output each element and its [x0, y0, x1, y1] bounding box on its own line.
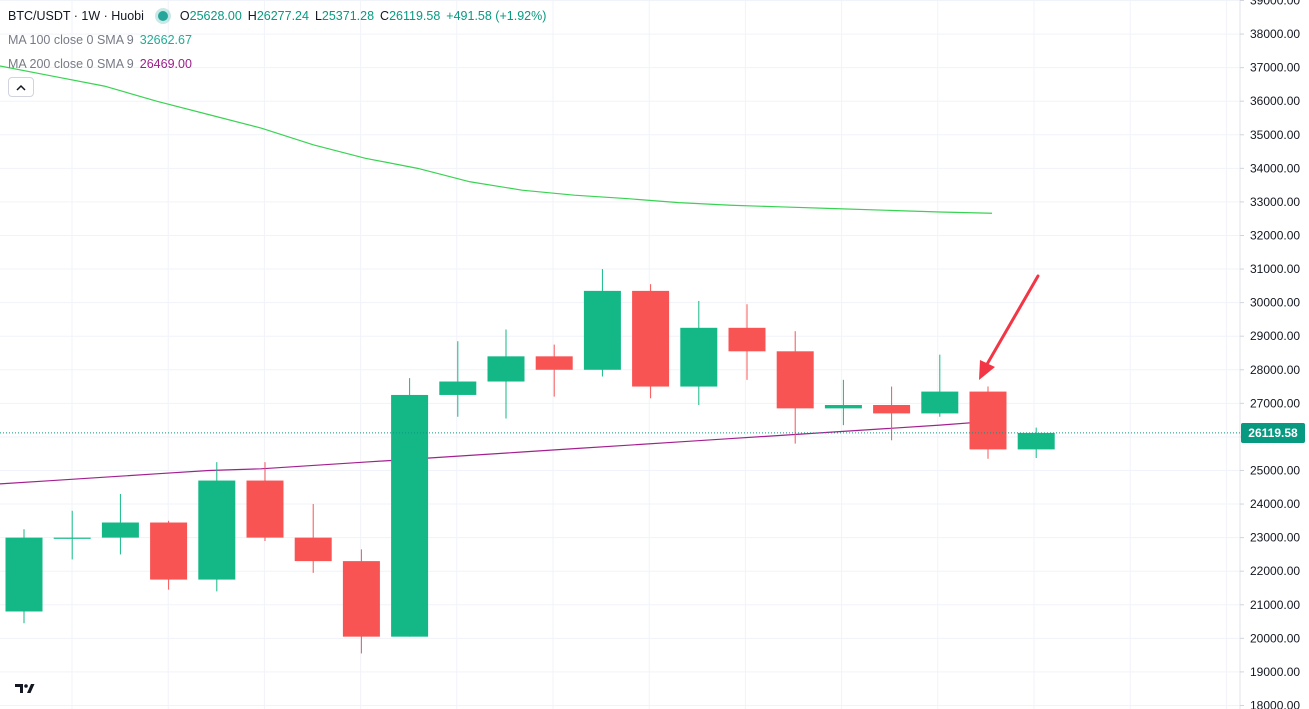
open-value: 25628.00	[189, 9, 242, 23]
candle-body	[873, 405, 911, 414]
y-tick-label: 34000.00	[1250, 161, 1300, 175]
high-label: H	[247, 9, 257, 23]
y-tick-label: 21000.00	[1250, 598, 1300, 612]
y-tick-label: 18000.00	[1250, 698, 1300, 709]
y-tick-label: 24000.00	[1250, 497, 1300, 511]
symbol-title[interactable]: BTC/USDT · 1W · Huobi	[8, 9, 144, 23]
ma200-line	[0, 420, 993, 485]
candle-body	[439, 381, 477, 395]
candle-up	[1017, 427, 1055, 459]
candles	[5, 269, 1055, 654]
arrow-head	[979, 360, 995, 380]
tradingview-logo-icon[interactable]	[10, 678, 38, 698]
candle-down	[246, 462, 284, 541]
candle-body	[342, 561, 380, 637]
candle-up	[680, 300, 718, 406]
ma100-value: 32662.67	[139, 33, 192, 47]
candle-up	[921, 354, 959, 417]
ma100-name: MA 100 close 0 SMA 9	[8, 33, 134, 47]
arrow-shaft	[984, 274, 1040, 368]
chevron-up-icon	[16, 84, 26, 91]
candle-down	[776, 331, 814, 444]
y-tick-label: 19000.00	[1250, 665, 1300, 679]
candle-up	[198, 462, 236, 592]
y-tick-label: 35000.00	[1250, 128, 1300, 142]
y-tick-label: 38000.00	[1250, 27, 1300, 41]
candle-body	[921, 391, 959, 414]
y-tick-label: 28000.00	[1250, 363, 1300, 377]
price-axis[interactable]: 18000.00 19000.00 20000.00 21000.00 22000.00…	[1240, 0, 1300, 709]
candle-down	[873, 386, 911, 441]
high-value: 26277.24	[256, 9, 309, 23]
change-value: +491.58 (+1.92%)	[446, 9, 547, 23]
arrow-annotation[interactable]	[979, 274, 1040, 380]
low-label: L	[314, 9, 322, 23]
candle-body	[150, 522, 188, 580]
candle-body	[246, 480, 284, 538]
candle-body	[1017, 432, 1055, 450]
candle-body	[583, 290, 621, 370]
candle-up	[391, 378, 429, 637]
low-value: 25371.28	[321, 9, 375, 23]
candle-body	[487, 356, 525, 382]
candle-body	[198, 480, 236, 580]
candle-body	[5, 537, 43, 612]
ma200-value: 26469.00	[139, 57, 192, 71]
moving-averages	[0, 65, 993, 485]
candle-up	[101, 493, 139, 555]
y-tick-label: 30000.00	[1250, 296, 1300, 310]
candle-down	[342, 549, 380, 654]
y-tick-label: 39000.00	[1250, 0, 1300, 8]
candle-down	[728, 304, 766, 380]
candle-body	[53, 537, 91, 539]
candle-body	[680, 327, 718, 387]
candle-body	[632, 290, 670, 387]
y-tick-label: 22000.00	[1250, 564, 1300, 578]
candle-up	[5, 529, 43, 624]
close-label: C	[380, 9, 390, 23]
y-tick-label: 33000.00	[1250, 195, 1300, 209]
y-tick-label: 36000.00	[1250, 94, 1300, 108]
candle-up	[487, 329, 525, 419]
candle-up	[53, 510, 91, 560]
collapse-legend-button[interactable]	[8, 77, 34, 97]
candle-body	[728, 327, 766, 352]
legend-ma200-row[interactable]: MA 200 close 0 SMA 9 26469.00	[8, 52, 552, 76]
y-tick-label: 29000.00	[1250, 329, 1300, 343]
candle-down	[632, 284, 670, 399]
last-price-tag: 26119.58	[1241, 423, 1305, 443]
candle-body	[824, 405, 862, 409]
candle-down	[535, 344, 573, 397]
candle-body	[776, 351, 814, 409]
candle-up	[824, 379, 862, 426]
y-tick-label: 32000.00	[1250, 228, 1300, 242]
legend-ma100-row[interactable]: MA 100 close 0 SMA 9 32662.67	[8, 28, 552, 52]
y-tick-label: 25000.00	[1250, 463, 1300, 477]
y-tick-label: 31000.00	[1250, 262, 1300, 276]
candle-body	[969, 391, 1007, 450]
candle-body	[294, 537, 332, 562]
candle-body	[391, 394, 429, 637]
candle-up	[439, 341, 477, 417]
legend-main-row: BTC/USDT · 1W · Huobi O 25628.00 H 26277.2…	[8, 4, 552, 28]
market-status-icon	[157, 11, 168, 21]
ma200-name: MA 200 close 0 SMA 9	[8, 57, 134, 71]
candle-body	[535, 356, 573, 370]
y-tick-label: 23000.00	[1250, 531, 1300, 545]
candle-down	[150, 520, 188, 590]
y-tick-label: 20000.00	[1250, 631, 1300, 645]
candle-body	[101, 522, 139, 538]
open-label: O	[179, 9, 190, 23]
y-tick-label: 37000.00	[1250, 61, 1300, 75]
close-value: 26119.58	[389, 9, 441, 23]
ma100-line	[0, 65, 993, 214]
y-tick-label: 27000.00	[1250, 396, 1300, 410]
candle-down	[294, 504, 332, 573]
candle-down	[969, 386, 1007, 459]
chart-legend: BTC/USDT · 1W · Huobi O 25628.00 H 26277.2…	[8, 4, 552, 76]
candle-up	[583, 269, 621, 377]
